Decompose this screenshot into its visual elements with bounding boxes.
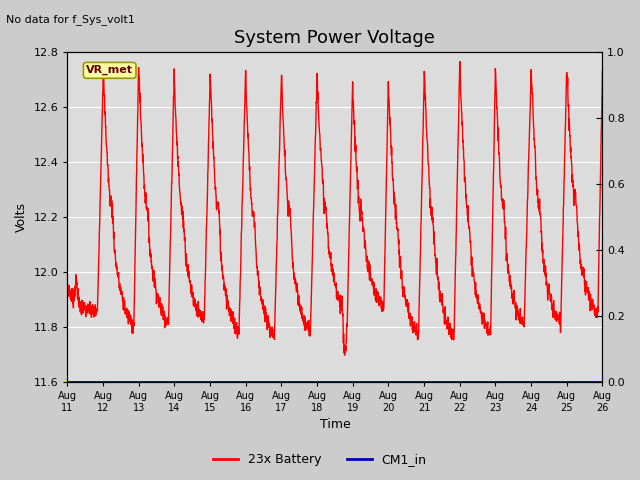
Y-axis label: Volts: Volts xyxy=(15,202,28,232)
X-axis label: Time: Time xyxy=(319,419,350,432)
Text: No data for f_Sys_volt1: No data for f_Sys_volt1 xyxy=(6,14,135,25)
Legend: 23x Battery, CM1_in: 23x Battery, CM1_in xyxy=(208,448,432,471)
Text: VR_met: VR_met xyxy=(86,65,133,75)
Title: System Power Voltage: System Power Voltage xyxy=(234,29,435,48)
